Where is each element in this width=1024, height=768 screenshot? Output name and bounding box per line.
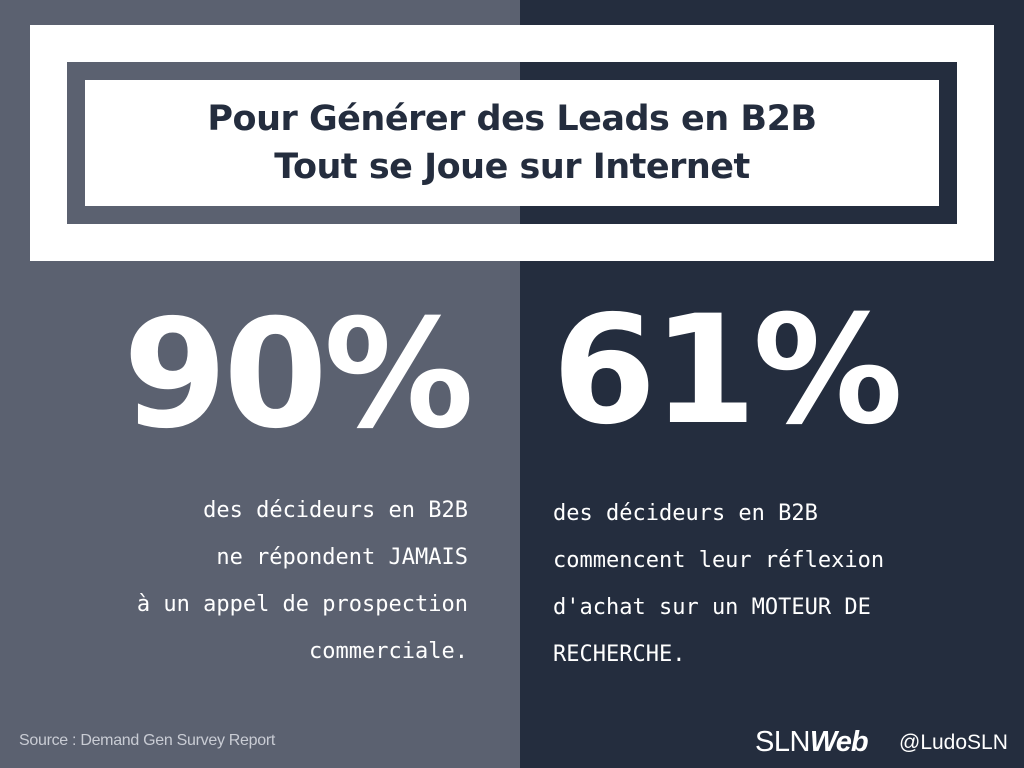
title-box: Pour Générer des Leads en B2B Tout se Jo… [85,80,939,206]
title-line-2: Tout se Joue sur Internet [274,147,750,187]
stat-left-percentage: 90% [122,288,474,462]
stat-left-line: commerciale. [309,639,468,664]
stat-left-line: à un appel de prospection [136,592,468,617]
stat-right-line: des décideurs en B2B [553,501,818,526]
twitter-handle: @LudoSLN [899,731,1008,754]
slnweb-logo: SLN Web [755,722,869,762]
stat-left-line: ne répondent JAMAIS [216,545,468,570]
stat-right-line: commencent leur réflexion [553,548,885,573]
source-citation: Source : Demand Gen Survey Report [19,732,276,749]
stat-left-description: des décideurs en B2B ne répondent JAMAIS… [48,487,468,675]
stat-right-line: d'achat sur un MOTEUR DE [553,595,871,620]
logo-text-sln: SLN [755,725,810,758]
title-line-1: Pour Générer des Leads en B2B [207,99,817,139]
stat-right-percentage: 61% [552,284,903,458]
logo-text-web: Web [809,725,869,758]
stat-right-line: RECHERCHE. [553,642,686,667]
stat-right-description: des décideurs en B2B commencent leur réf… [553,490,993,678]
stat-left-line: des décideurs en B2B [203,498,468,523]
